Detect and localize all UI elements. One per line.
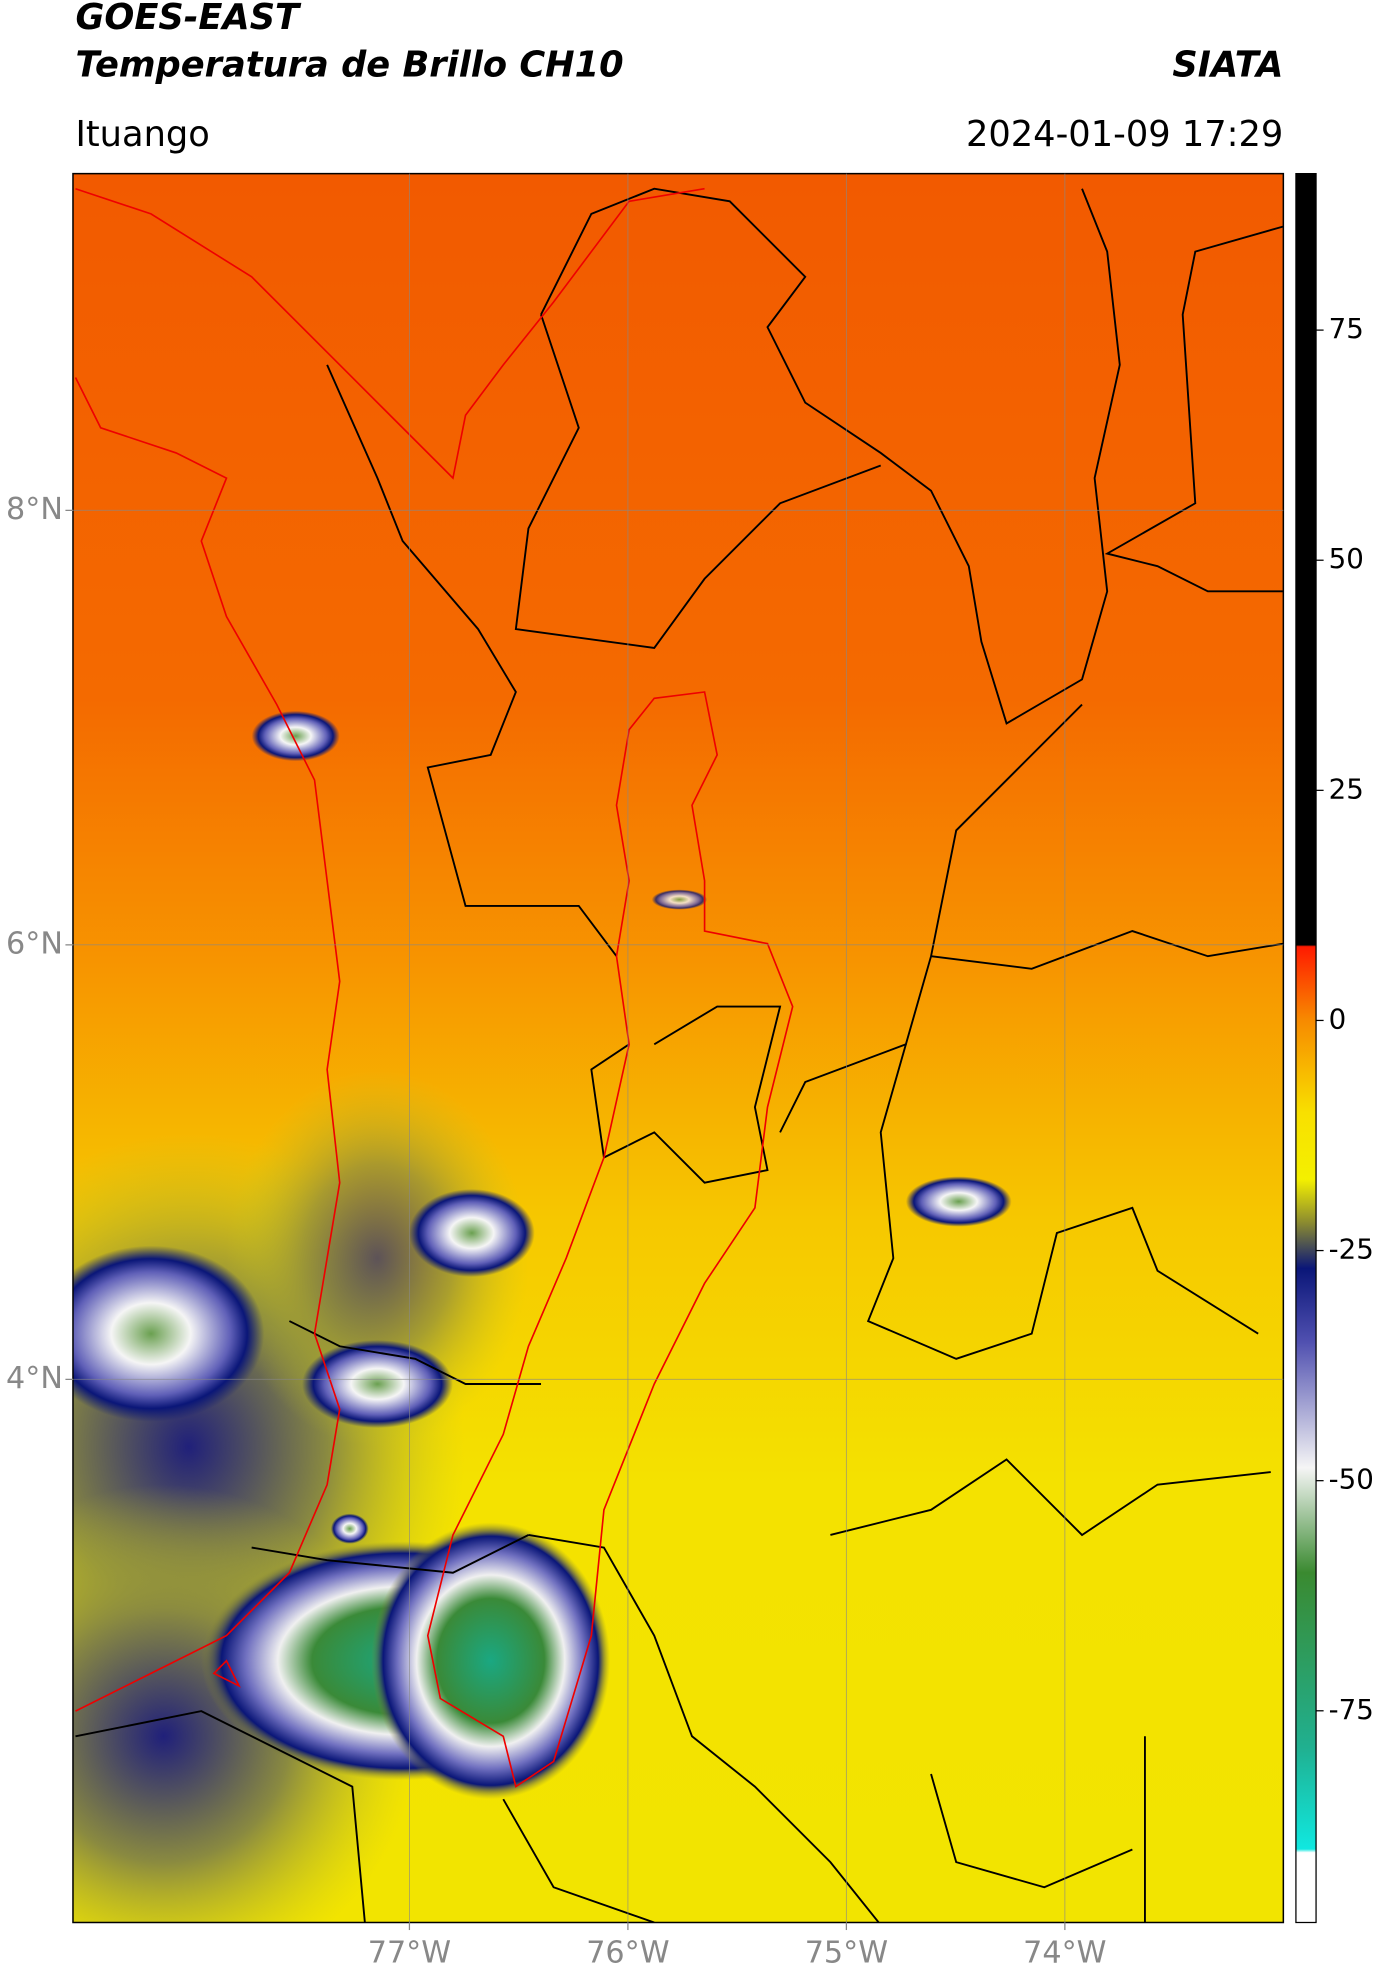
colorbar-tick-label: 25 xyxy=(1329,772,1364,805)
location: Ituango xyxy=(75,114,209,155)
map-image xyxy=(72,173,1284,1923)
datetime: 2024-01-09 17:29 xyxy=(966,114,1283,155)
colorbar-tick-label: 0 xyxy=(1329,1002,1347,1035)
lon-tick-label: 77°W xyxy=(368,1935,451,1970)
lon-tick-label: 74°W xyxy=(1023,1935,1106,1970)
colorbar xyxy=(1295,172,1317,1924)
colorbar-tick-label: 75 xyxy=(1329,312,1364,345)
colorbar-tick-label: -75 xyxy=(1329,1693,1374,1726)
colorbar-tick-label: -50 xyxy=(1329,1463,1374,1496)
lon-tick-label: 76°W xyxy=(586,1935,669,1970)
lon-tick-label: 75°W xyxy=(805,1935,888,1970)
map-frame xyxy=(72,172,1285,1924)
colorbar-tick-label: 50 xyxy=(1329,542,1364,575)
subtitle: Temperatura de Brillo CH10 xyxy=(75,45,623,86)
lat-tick-label: 4°N xyxy=(6,1361,63,1396)
colorbar-tick-label: -25 xyxy=(1329,1233,1374,1266)
lat-tick-label: 6°N xyxy=(6,926,63,961)
graticule xyxy=(72,173,1284,1923)
agency: SIATA xyxy=(1172,45,1283,86)
title: GOES-EAST xyxy=(75,0,302,38)
lat-tick-label: 8°N xyxy=(6,492,63,527)
